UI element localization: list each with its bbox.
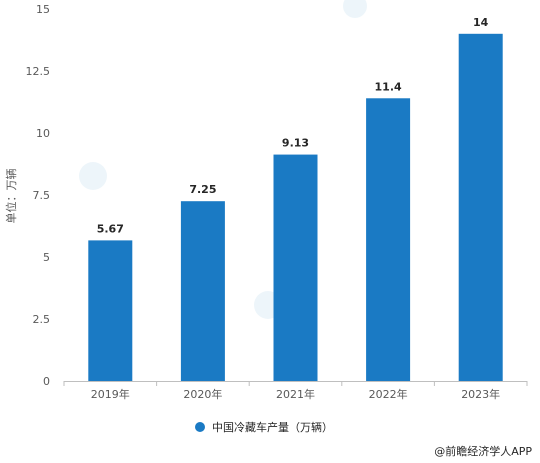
x-tick-label: 2020年 <box>183 387 222 401</box>
watermark-logo-icon <box>343 0 367 18</box>
y-axis-label: 单位：万辆 <box>4 169 18 224</box>
legend: 中国冷藏车产量（万辆） <box>195 420 333 434</box>
bar <box>88 240 133 381</box>
y-tick-label: 2.5 <box>33 313 51 326</box>
bar <box>273 154 318 381</box>
bars-group: 5.67 7.25 9.13 11.4 14 <box>88 16 503 382</box>
y-tick-label: 15 <box>36 3 50 16</box>
x-tick-label: 2021年 <box>276 387 315 401</box>
y-axis: 0 2.5 5 7.5 10 12.5 15 <box>26 3 51 388</box>
y-tick-label: 0 <box>43 375 50 388</box>
legend-label: 中国冷藏车产量（万辆） <box>212 420 333 434</box>
watermark-logo-icon <box>79 162 107 190</box>
bar <box>366 98 411 381</box>
source-credit: @前瞻经济学人APP <box>434 444 532 458</box>
data-label: 5.67 <box>97 222 124 235</box>
bar <box>458 33 503 382</box>
y-tick-label: 12.5 <box>26 65 51 78</box>
x-axis: 2019年 2020年 2021年 2022年 2023年 <box>63 381 528 401</box>
bar <box>180 201 225 381</box>
y-tick-label: 10 <box>36 127 50 140</box>
x-tick-label: 2023年 <box>461 387 500 401</box>
data-label: 14 <box>473 16 489 29</box>
data-label: 9.13 <box>282 137 309 150</box>
y-tick-label: 5 <box>43 251 50 264</box>
x-tick-label: 2019年 <box>91 387 130 401</box>
y-tick-label: 7.5 <box>33 189 51 202</box>
data-label: 11.4 <box>375 80 402 93</box>
x-tick-label: 2022年 <box>369 387 408 401</box>
data-label: 7.25 <box>189 183 216 196</box>
legend-marker <box>195 422 205 432</box>
